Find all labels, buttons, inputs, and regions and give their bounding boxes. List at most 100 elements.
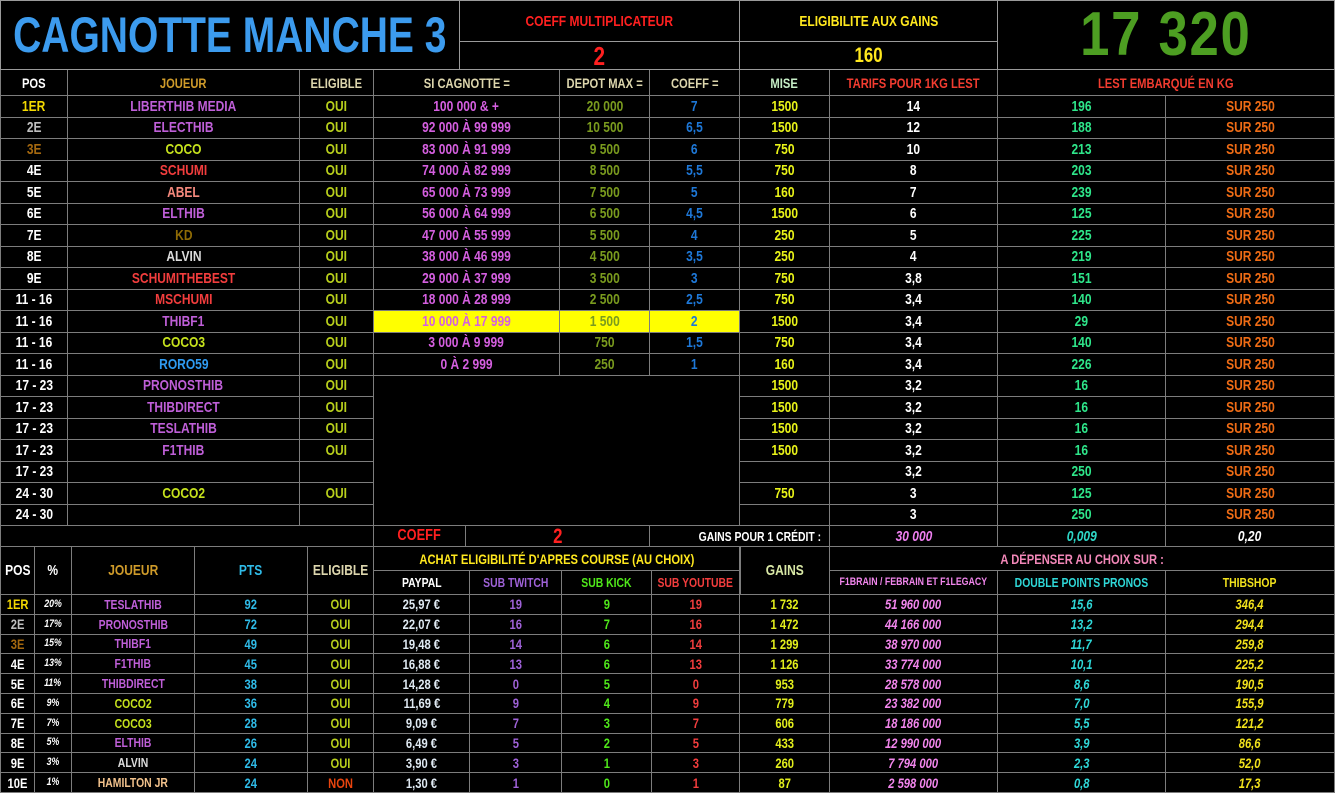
gains-cell: 1 299: [740, 634, 830, 655]
player-cell: F1THIB: [72, 654, 195, 675]
coeff-cell: 4: [650, 225, 740, 247]
eligible-cell-text: OUI: [330, 695, 351, 712]
pool-row: 11 - 16 RORO59 OUI 0 À 2 999 250 1 160 3,4 226 SU…: [0, 354, 1335, 376]
sub-youtube-cell-text: 0: [692, 675, 699, 692]
player-cell: LIBERTHIB MEDIA: [68, 96, 300, 118]
sur-cell: SUR 250: [1166, 397, 1335, 419]
eligible-cell: OUI: [308, 634, 374, 655]
col-paypal: PAYPAL: [374, 571, 470, 595]
tarif-cell: 8: [830, 160, 998, 182]
eligible-cell-text: OUI: [325, 377, 348, 395]
mise-cell: 160: [740, 354, 830, 376]
double-points-cell-text: 3,9: [1073, 734, 1090, 751]
f1brain-cell: 12 990 000: [830, 733, 998, 754]
sub-kick-cell-text: 4: [603, 695, 610, 712]
player-cell-text: ABEL: [167, 183, 200, 201]
pos-cell: 8E: [0, 246, 68, 268]
mise-cell-text: 1500: [771, 205, 798, 223]
tarif-cell: 3,4: [830, 311, 998, 333]
si-cagnotte-cell-text: 0 À 2 999: [440, 355, 493, 373]
sub-kick-cell: 6: [562, 634, 652, 655]
coeff-cell-text: 1,5: [686, 334, 703, 352]
gains-cell: 87: [740, 773, 830, 793]
sur-cell-text: SUR 250: [1225, 377, 1275, 395]
eligible-cell: NON: [308, 773, 374, 793]
gains-cell: 260: [740, 753, 830, 774]
player-cell: ELTHIB: [72, 733, 195, 754]
sur-cell: SUR 250: [1166, 504, 1335, 526]
f1brain-cell-text: 23 382 000: [885, 695, 942, 712]
player-cell: SCHUMITHEBEST: [68, 268, 300, 290]
eligible-cell-text: OUI: [330, 675, 351, 692]
mise-cell: 1500: [740, 397, 830, 419]
f1brain-cell-text: 7 794 000: [888, 754, 939, 771]
col-eligible: ELIGIBLE: [308, 547, 374, 595]
coeff-cell: 7: [650, 96, 740, 118]
pool-row: 5E ABEL OUI 65 000 À 73 999 7 500 5 160 7 239 SUR…: [0, 182, 1335, 204]
tarif-cell-text: 8: [910, 162, 917, 180]
gains-cell: 1 732: [740, 595, 830, 615]
paypal-cell-text: 9,09 €: [405, 715, 438, 732]
eligible-cell: OUI: [308, 693, 374, 714]
lest-cell: 140: [998, 332, 1166, 354]
eligible-cell-text: OUI: [330, 635, 351, 652]
mise-cell-text: 160: [774, 355, 795, 373]
achat-header-group: ACHAT ELIGIBILITÉ D'APRES COURSE (AU CHO…: [374, 547, 740, 595]
paypal-cell-text: 11,69 €: [403, 695, 440, 712]
footer-coeff-label: COEFF: [374, 526, 466, 547]
lest-cell: 16: [998, 375, 1166, 397]
mise-cell: 1500: [740, 440, 830, 462]
standings-table-body: 1ER 20% TESLATHIB 92 OUI 25,97 €19 9 19 1 732 51 …: [0, 595, 1335, 793]
pts-cell-text: 49: [244, 635, 258, 652]
pos-cell: 5E: [0, 674, 35, 694]
coeff-cell-text: 4,5: [686, 205, 703, 223]
pct-cell-text: 20%: [44, 597, 62, 610]
mise-cell: 1500: [740, 311, 830, 333]
sur-cell-text: SUR 250: [1225, 119, 1275, 137]
player-cell: PRONOSTHIB: [72, 614, 195, 635]
coeff-multiplier-label: COEFF MULTIPLICATEUR: [460, 1, 739, 42]
standings-row: 6E 9% COCO2 36 OUI 11,69 € 9 4 9 779 23 382 000 7,0…: [0, 693, 1335, 714]
lest-cell: 203: [998, 160, 1166, 182]
depot-max-cell: 8 500: [560, 160, 650, 182]
mise-cell: 750: [740, 289, 830, 311]
footer-gains-value: 30 000: [830, 526, 998, 547]
pool-row: 24 - 30 3 250 SUR 250: [0, 504, 1335, 526]
sur-cell: SUR 250: [1166, 96, 1335, 118]
sub-twitch-cell-text: 19: [509, 596, 522, 613]
sur-cell: SUR 250: [1166, 354, 1335, 376]
pos-cell: 1ER: [0, 595, 35, 615]
eligible-cell: OUI: [300, 311, 374, 333]
pts-cell-text: 24: [244, 774, 258, 791]
depenser-header-group: A DÉPENSER AU CHOIX SUR : F1BRAIN / FEBR…: [830, 547, 1335, 595]
pos-cell-text: 9E: [26, 269, 42, 287]
pts-cell: 92: [195, 595, 308, 615]
lest-cell-text: 16: [1074, 398, 1089, 416]
col-thibshop: THIBSHOP: [1166, 571, 1335, 595]
eligible-cell: OUI: [300, 289, 374, 311]
paypal-cell-text: 16,88 €: [402, 655, 441, 672]
sur-cell-text: SUR 250: [1225, 248, 1275, 266]
si-cagnotte-cell-text: 38 000 À 46 999: [422, 248, 511, 266]
player-cell: ELTHIB: [68, 203, 300, 225]
pos-cell: 24 - 30: [0, 483, 68, 505]
pos-cell-text: 17 - 23: [15, 463, 53, 481]
pct-cell: 9%: [35, 693, 72, 714]
pos-cell: 24 - 30: [0, 504, 68, 526]
lest-cell-text: 250: [1071, 463, 1092, 481]
f1brain-cell-text: 38 970 000: [885, 635, 942, 652]
pts-cell-text: 26: [244, 734, 258, 751]
f1brain-cell-text: 51 960 000: [885, 596, 942, 613]
sur-cell: SUR 250: [1166, 182, 1335, 204]
pos-cell-text: 1ER: [22, 97, 46, 115]
coeff-cell-text: 6: [691, 140, 698, 158]
eligible-cell: OUI: [300, 96, 374, 118]
si-cagnotte-cell-text: 29 000 À 37 999: [422, 269, 511, 287]
player-cell: COCO3: [68, 332, 300, 354]
double-points-cell: 15,6: [998, 595, 1166, 615]
sur-cell-text: SUR 250: [1225, 162, 1275, 180]
sur-cell-text: SUR 250: [1225, 97, 1275, 115]
pct-cell-text: 3%: [46, 756, 60, 769]
eligible-cell: OUI: [300, 225, 374, 247]
sub-youtube-cell: 19: [652, 595, 740, 615]
